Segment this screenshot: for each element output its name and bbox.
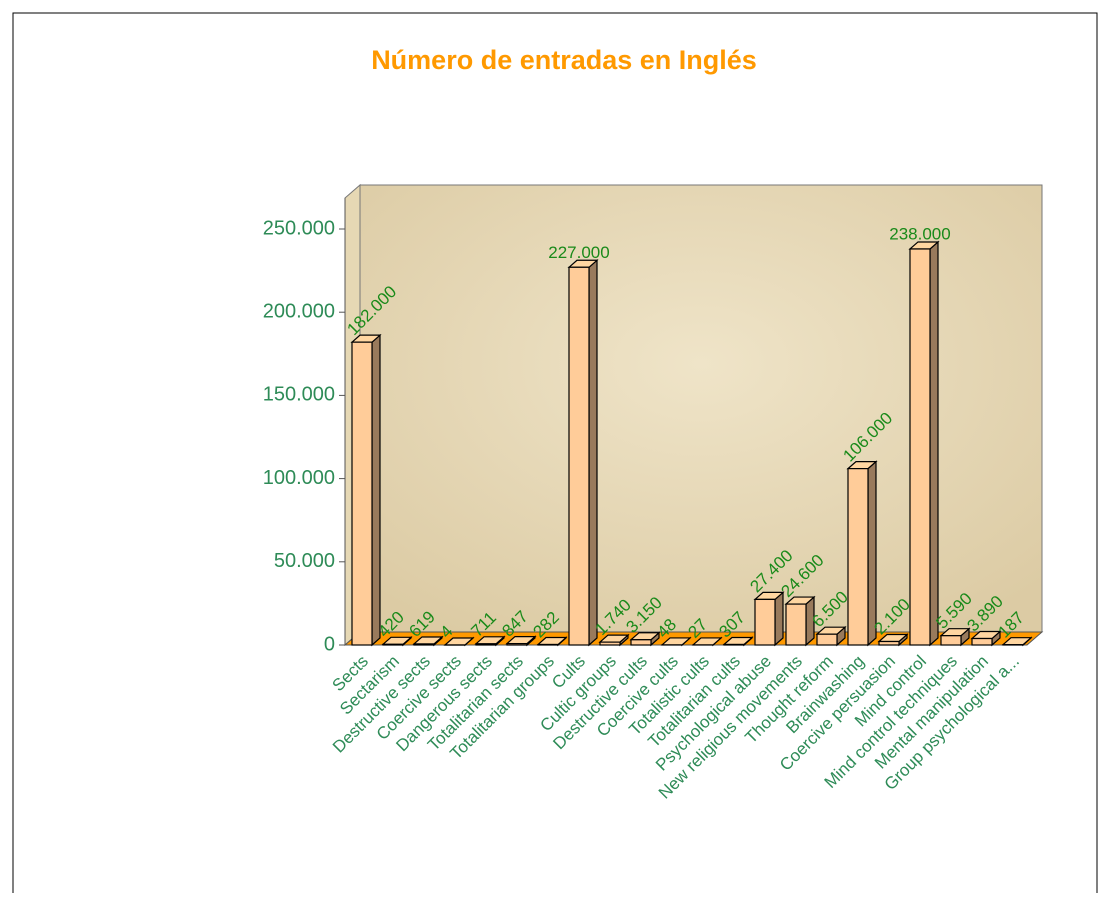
bar-side: [930, 242, 938, 645]
y-tick-label: 0: [324, 633, 335, 655]
back-wall: [360, 185, 1042, 632]
bar: [507, 644, 527, 645]
bar: [786, 604, 806, 645]
data-label: 238.000: [889, 224, 950, 243]
bar: [972, 639, 992, 645]
y-tick-label: 100.000: [263, 467, 335, 489]
bar: [352, 342, 372, 645]
bar: [383, 644, 403, 645]
bar: [817, 634, 837, 645]
bar: [414, 644, 434, 645]
bar: [600, 642, 620, 645]
bar-side: [775, 592, 783, 645]
bar: [848, 469, 868, 645]
y-tick-label: 50.000: [274, 550, 335, 572]
bar: [755, 599, 775, 645]
data-label: 227.000: [548, 243, 609, 262]
bar: [910, 249, 930, 645]
bar: [631, 640, 651, 645]
bar: [879, 642, 899, 645]
chart-title: Número de entradas en Inglés: [371, 45, 757, 75]
bar: [941, 636, 961, 645]
bar-side: [589, 260, 597, 645]
y-tick-label: 200.000: [263, 300, 335, 322]
y-tick-label: 250.000: [263, 217, 335, 239]
bar: [476, 644, 496, 645]
bar-side: [868, 462, 876, 645]
bar: [724, 644, 744, 645]
bar: [569, 267, 589, 645]
y-tick-label: 150.000: [263, 384, 335, 406]
bar-side: [372, 335, 380, 645]
